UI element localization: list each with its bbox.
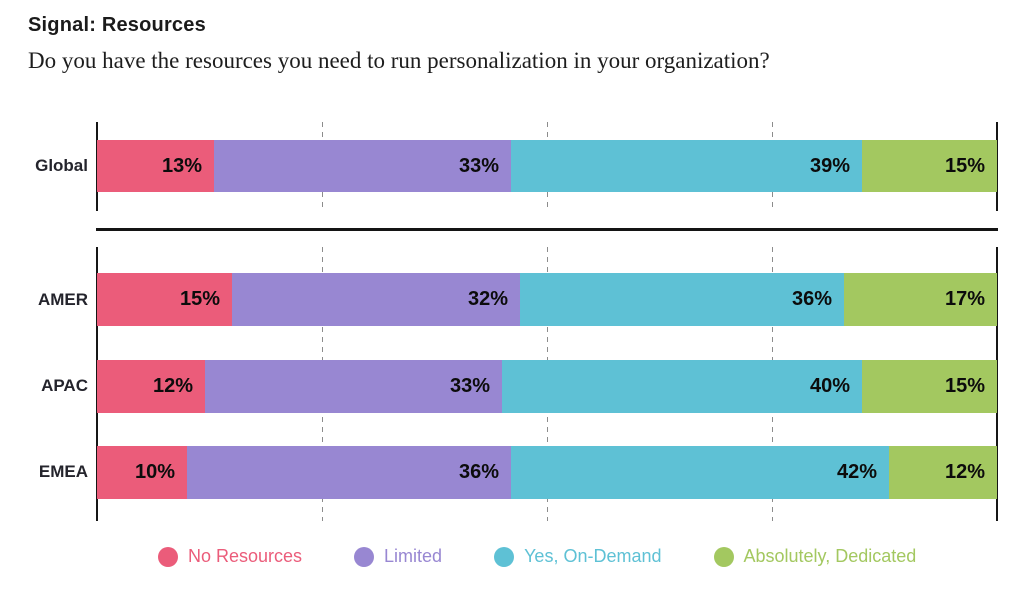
category-label-amer: AMER [37, 290, 88, 309]
segment-amer-yes-on-demand: 36% [520, 273, 844, 326]
segment-amer-limited: 32% [232, 273, 520, 326]
segment-emea-no-resources: 10% [97, 446, 187, 499]
value-label: 15% [179, 288, 220, 310]
value-label: 17% [944, 288, 985, 310]
category-label-emea: EMEA [38, 462, 88, 481]
chart-question: Do you have the resources you need to ru… [28, 48, 770, 73]
regional-axis-right-line [996, 247, 998, 521]
value-label: 15% [944, 154, 985, 177]
segment-global-no-resources: 13% [97, 140, 214, 192]
value-label: 33% [458, 154, 499, 177]
value-label: 39% [809, 154, 850, 177]
value-label: 15% [944, 375, 985, 397]
value-label: 12% [944, 461, 985, 483]
legend-item-yes-on-demand: Yes, On-Demand [494, 546, 662, 567]
legend-label: No Resources [188, 546, 303, 566]
segment-global-limited: 33% [214, 140, 511, 192]
legend-item-no-resources: No Resources [158, 546, 302, 567]
value-label: 33% [449, 375, 490, 397]
segment-apac-absolutely-dedicated: 15% [862, 360, 997, 413]
legend-dot-icon [354, 546, 375, 567]
segment-global-absolutely-dedicated: 15% [862, 140, 997, 192]
value-label: 42% [836, 461, 877, 483]
segment-emea-limited: 36% [187, 446, 511, 499]
legend-label: Yes, On-Demand [524, 546, 662, 566]
value-label: 10% [134, 461, 175, 483]
segment-apac-no-resources: 12% [97, 360, 205, 413]
global-plot-area: 13% 33% 39% 15% [96, 122, 998, 211]
bar-emea: 10% 36% 42% 12% [97, 446, 997, 499]
legend-item-absolutely-dedicated: Absolutely, Dedicated [713, 546, 917, 567]
segment-apac-limited: 33% [205, 360, 502, 413]
bar-apac: 12% 33% 40% 15% [97, 360, 997, 413]
value-label: 36% [458, 461, 499, 483]
value-label: 36% [791, 288, 832, 310]
regional-plot-area: 15% 32% 36% 17% 12% 33% 40% 15% 10% 36% … [96, 247, 998, 521]
bar-amer: 15% 32% 36% 17% [97, 273, 997, 326]
segment-emea-yes-on-demand: 42% [511, 446, 889, 499]
segment-amer-no-resources: 15% [97, 273, 232, 326]
legend-label: Limited [384, 546, 443, 566]
global-axis-right-line [996, 122, 998, 211]
category-label-apac: APAC [41, 376, 88, 395]
value-label: 40% [809, 375, 850, 397]
value-label: 13% [161, 154, 202, 177]
value-label: 12% [152, 375, 193, 397]
legend-item-limited: Limited [354, 546, 442, 567]
legend-dot-icon [494, 546, 515, 567]
legend-dot-icon [713, 546, 734, 567]
segment-apac-yes-on-demand: 40% [502, 360, 862, 413]
legend-dot-icon [158, 546, 178, 567]
segment-global-yes-on-demand: 39% [511, 140, 862, 192]
bar-global: 13% 33% 39% 15% [97, 140, 997, 192]
segment-emea-absolutely-dedicated: 12% [889, 446, 997, 499]
value-label: 32% [467, 288, 508, 310]
legend-label: Absolutely, Dedicated [743, 546, 917, 566]
segment-amer-absolutely-dedicated: 17% [844, 273, 997, 326]
legend: No Resources Limited Yes, On-Demand Abso… [158, 546, 916, 567]
chart-title: Signal: Resources [28, 14, 206, 36]
chart-group-separator [96, 228, 998, 231]
category-label-global: Global [35, 156, 88, 175]
